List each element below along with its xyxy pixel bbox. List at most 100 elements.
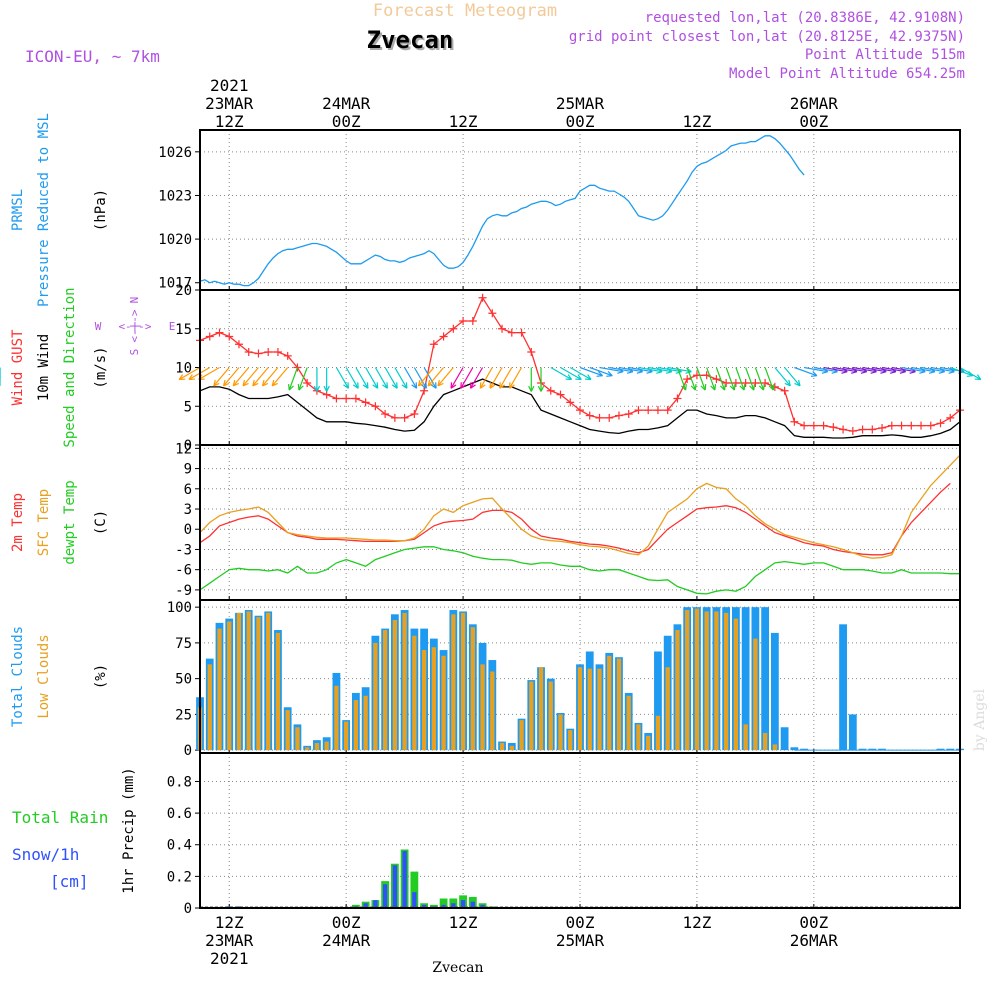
bottom-time-label: 00Z [566, 913, 595, 932]
gust-marker [936, 419, 945, 428]
wind-arrow-head [372, 382, 379, 389]
top-time-label: 12Z [449, 112, 478, 131]
bar-low-clouds [743, 724, 748, 751]
precip-legend-label: [cm] [50, 872, 89, 891]
gust-marker [926, 421, 935, 430]
bottom-time-label: 12Z [682, 913, 711, 932]
wind-arrow-head [352, 382, 359, 389]
bar-low-clouds [655, 715, 661, 751]
y-axis-label: PRMSL [10, 189, 26, 231]
wind-arrow-head [313, 385, 321, 392]
bar-total-clouds [858, 748, 867, 751]
wind-arrow [852, 366, 877, 373]
bar-total-clouds [770, 632, 779, 751]
gust-marker [917, 421, 926, 430]
wind-arrow [479, 367, 493, 389]
bar-snow-1h [470, 901, 475, 908]
footer-location: Zvecan [432, 960, 483, 976]
wind-arrow [813, 366, 838, 373]
y-tick-label: 1023 [158, 188, 192, 204]
wind-arrow [470, 367, 484, 389]
model-altitude: Model Point Altitude 654.25m [729, 66, 965, 82]
bar-low-clouds [431, 647, 436, 751]
bar-snow-1h [441, 904, 446, 908]
gust-marker [244, 348, 253, 356]
wind-compass: N S <-|-> W E <-|-> [95, 297, 176, 356]
bar-total-clouds [741, 607, 750, 751]
gust-marker [264, 348, 273, 356]
gust-marker [848, 427, 857, 436]
wind-arrow [735, 367, 745, 391]
wind-arrow [881, 366, 906, 373]
gust-marker [478, 293, 487, 302]
y-tick-label: 9 [184, 462, 192, 478]
wind-arrow [262, 367, 279, 387]
gust-marker [303, 379, 312, 387]
wind-arrow [862, 366, 887, 373]
wind-arrow [252, 367, 269, 387]
series-line-dewpt-temp [199, 546, 960, 595]
y-axis-label: (m/s) [93, 346, 109, 388]
gust-marker [946, 413, 955, 422]
bar-total-clouds [790, 747, 799, 751]
wind-arrow [872, 366, 897, 373]
wind-arrow-head [297, 384, 304, 391]
wind-arrow [223, 367, 240, 387]
y-tick-label: 50 [175, 672, 192, 688]
wind-arrow [648, 366, 672, 373]
wind-arrow [833, 366, 858, 373]
bar-low-clouds [499, 742, 505, 751]
top-time-label: 24MAR [322, 94, 371, 113]
panel-4: 0 25 50 75 100 Total Clouds Low Clouds (%) [10, 599, 964, 759]
wind-arrow-head [585, 374, 592, 381]
bar-low-clouds [402, 612, 407, 751]
wind-arrow [437, 367, 454, 387]
top-time-label: 12Z [682, 112, 711, 131]
bar-low-clouds [382, 630, 388, 751]
header: Forecast Meteogram Zvecan ICON-EU, ~ 7km… [25, 1, 988, 976]
wind-arrow [911, 366, 936, 373]
gust-marker [722, 379, 731, 387]
gust-marker [712, 375, 721, 384]
y-axis-label: (%) [93, 664, 109, 689]
gust-marker [322, 390, 331, 399]
wind-arrow-head [739, 384, 746, 391]
gust-marker [829, 423, 838, 432]
wind-arrow [579, 366, 603, 377]
wind-arrow-head [261, 379, 269, 387]
gust-marker [887, 421, 896, 430]
wind-arrow [394, 367, 408, 389]
wind-arrow-head [537, 385, 545, 392]
bar-low-clouds [412, 635, 417, 751]
gust-marker [595, 413, 604, 422]
bar-snow-1h [412, 892, 417, 908]
wind-arrow [365, 367, 379, 389]
wind-arrow-head [784, 379, 791, 387]
y-tick-label: 20 [175, 283, 192, 299]
gust-marker [546, 386, 555, 395]
wind-arrow [754, 367, 765, 391]
wind-arrow [609, 366, 633, 373]
top-time-label: 25MAR [556, 94, 605, 113]
y-axis-label: SFC Temp [36, 489, 52, 556]
bar-low-clouds [256, 617, 261, 751]
wind-arrow [288, 367, 298, 391]
bar-low-clouds [509, 745, 514, 751]
y-axis-label: (C) [93, 510, 109, 535]
y-tick-label: 15 [175, 322, 192, 338]
bar-low-clouds [568, 730, 573, 751]
gust-marker [439, 332, 448, 341]
precip-legend-label: Snow/1h [12, 845, 79, 864]
compass-south: S [128, 349, 141, 356]
bar-total-clouds [761, 607, 770, 751]
compass-north: N [128, 297, 141, 304]
bar-low-clouds [587, 668, 592, 751]
bar-low-clouds [558, 714, 563, 751]
bar-low-clouds [762, 732, 768, 751]
gust-marker [624, 410, 633, 418]
y-tick-label: -9 [175, 583, 192, 599]
y-tick-label: 3 [184, 502, 192, 518]
gust-marker [809, 421, 818, 430]
bar-low-clouds [636, 724, 641, 751]
